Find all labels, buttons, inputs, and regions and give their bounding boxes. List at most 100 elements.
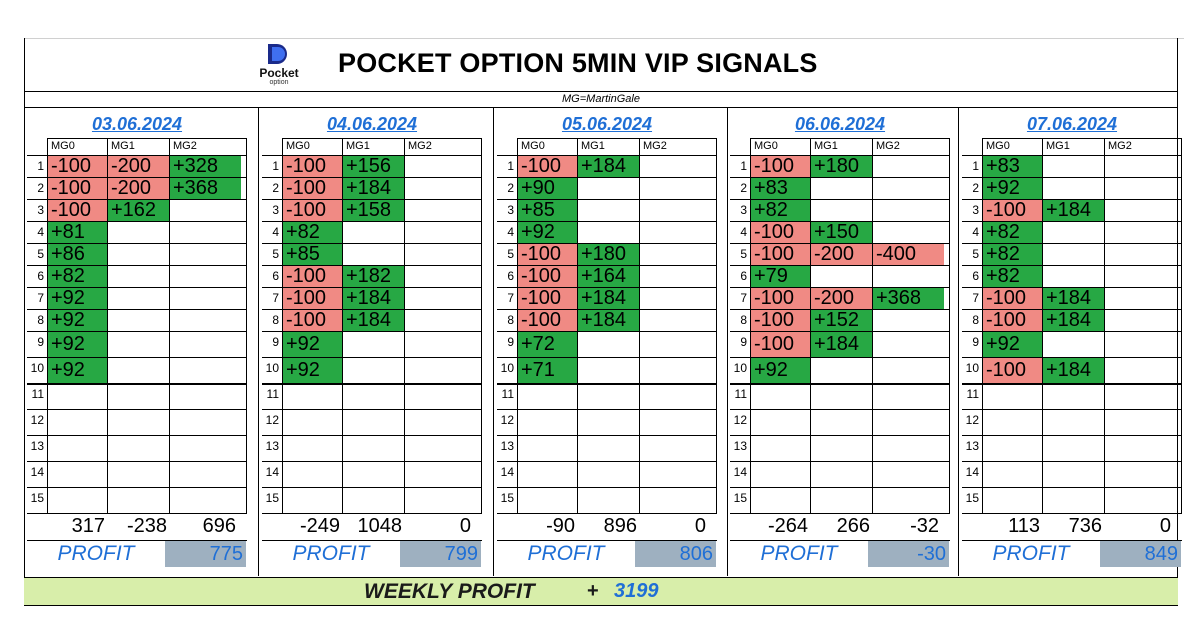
signal-cell [873,436,944,461]
signal-cell: -100 [983,310,1042,331]
signal-cell: -100 [518,156,577,177]
signal-cell: -100 [983,288,1042,309]
signal-cell: -400 [873,244,944,265]
signal-cell: -100 [283,178,342,199]
grid-line [169,138,170,513]
grid-line [497,383,717,385]
row-number: 7 [37,291,44,305]
signal-cell [343,488,404,513]
row-number: 15 [965,491,979,505]
signal-cell [1043,178,1104,199]
signal-cell [1043,384,1104,409]
signal-cell [108,462,169,487]
grid-line [27,287,247,288]
grid-line [962,331,1182,332]
signal-cell: +85 [518,200,577,221]
day-date-link[interactable]: 04.06.2024 [326,114,418,134]
signal-cell: +81 [48,222,107,243]
row-number: 9 [740,335,747,349]
grid-line [262,265,482,266]
signal-cell [640,462,711,487]
signal-cell [811,200,872,221]
signal-cell [983,410,1042,435]
grid-line [262,287,482,288]
profit-label: PROFIT [292,542,370,565]
signal-cell [405,266,476,287]
sheet-frame [24,38,1178,606]
signal-cell [170,288,241,309]
row-number: 11 [266,387,279,401]
signal-cell: +86 [48,244,107,265]
day-date-link[interactable]: 03.06.2024 [91,114,183,134]
signal-cell [578,436,639,461]
signal-cell: +82 [983,244,1042,265]
grid-line [27,435,247,436]
signal-cell [405,222,476,243]
signal-cell [640,332,711,357]
day-profit-value: 799 [400,541,481,567]
signal-cell [170,332,241,357]
signal-cell [873,266,944,287]
signal-cell: -100 [518,310,577,331]
grid-line [962,309,1182,310]
grid-line [497,155,717,156]
grid-line [262,435,482,436]
column-total: -249 [299,515,340,537]
signal-cell: -100 [751,222,810,243]
row-number: 10 [733,361,747,375]
signal-cell [108,244,169,265]
row-number: 14 [265,465,279,479]
grid-line [577,138,578,513]
signal-cell [1105,410,1176,435]
grid-line [27,513,247,514]
signal-cell [873,310,944,331]
day-date-link[interactable]: 06.06.2024 [794,114,886,134]
grid-line [730,435,950,436]
grid-line [497,357,717,358]
signal-cell: +92 [48,332,107,357]
column-header-mg1: MG1 [1046,140,1070,152]
weekly-profit-bar: WEEKLY PROFIT + 3199 [24,577,1178,605]
grid-line [27,331,247,332]
signal-cell [640,384,711,409]
signal-cell [983,384,1042,409]
grid-line [47,138,247,139]
signal-cell [170,384,241,409]
row-number: 14 [30,465,44,479]
grid-line [982,138,983,513]
signal-cell [873,332,944,357]
signal-cell [1043,462,1104,487]
signal-cell [170,310,241,331]
signal-cell [578,178,639,199]
signal-cell [811,384,872,409]
row-number: 15 [265,491,279,505]
signal-cell [873,462,944,487]
row-number: 13 [965,439,979,453]
day-date-link[interactable]: 07.06.2024 [1026,114,1118,134]
signal-cell: +180 [811,156,872,177]
row-number: 12 [733,413,747,427]
grid-line [27,540,247,541]
row-number: 15 [733,491,747,505]
row-number: 2 [272,181,279,195]
grid-line [262,540,482,541]
day-profit-value: 775 [165,541,246,567]
column-total: -32 [910,515,939,537]
grid-line [497,461,717,462]
grid-line [716,138,717,513]
signal-cell [983,488,1042,513]
signal-cell [343,436,404,461]
row-number: 9 [37,335,44,349]
signal-cell [640,436,711,461]
row-number: 12 [265,413,279,427]
top-rule [24,38,1184,39]
signal-cell [343,244,404,265]
signal-cell [983,436,1042,461]
column-total: 0 [1159,515,1171,537]
day-date-link[interactable]: 05.06.2024 [561,114,653,134]
grid-line [962,287,1182,288]
signal-cell [170,488,241,513]
grid-line [949,138,950,513]
grid-line [47,138,48,513]
column-total: 1048 [357,515,403,537]
